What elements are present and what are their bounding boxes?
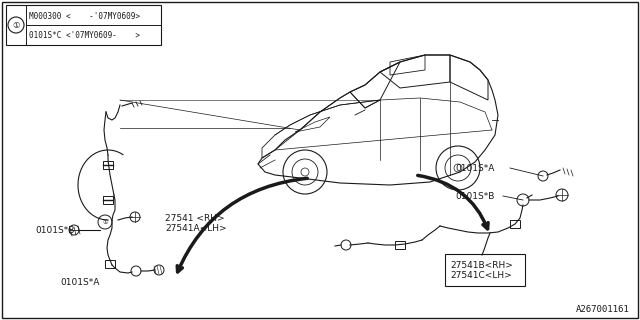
Text: 27541A<LH>: 27541A<LH>	[165, 223, 227, 233]
Text: 27541C<LH>: 27541C<LH>	[450, 271, 512, 281]
Bar	[395, 241, 405, 249]
Text: 0101S*A: 0101S*A	[455, 164, 494, 172]
Text: M000300 <    -'07MY0609>: M000300 < -'07MY0609>	[29, 12, 140, 20]
Bar	[6, 5, 161, 45]
Bar	[105, 260, 115, 268]
Bar	[103, 161, 113, 169]
Text: ①: ①	[102, 220, 108, 225]
Text: 0101S*C <'07MY0609-    >: 0101S*C <'07MY0609- >	[29, 30, 140, 39]
Text: 27541B<RH>: 27541B<RH>	[450, 260, 513, 269]
Bar	[445, 254, 525, 286]
Bar	[510, 220, 520, 228]
Bar	[103, 196, 113, 204]
Text: 0101S*A: 0101S*A	[60, 278, 100, 287]
Text: 27541 <RH>: 27541 <RH>	[165, 213, 225, 222]
Text: A267001161: A267001161	[576, 305, 630, 314]
Text: ①: ①	[12, 20, 20, 29]
Text: 0101S*B: 0101S*B	[455, 191, 494, 201]
Text: 0101S*B: 0101S*B	[35, 226, 74, 235]
